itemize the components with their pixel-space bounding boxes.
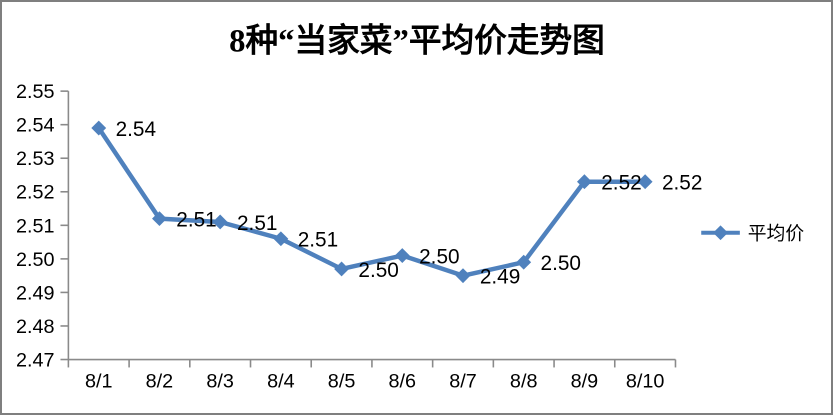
data-point-label: 2.51 <box>237 212 277 235</box>
y-axis-tick-label: 2.51 <box>16 215 55 237</box>
chart-title: 8种“当家菜”平均价走势图 <box>229 23 605 60</box>
data-point-label: 2.52 <box>601 172 641 195</box>
data-point-label: 2.51 <box>298 229 338 252</box>
y-axis-tick-label: 2.48 <box>16 316 55 338</box>
x-axis-category-label: 8/8 <box>510 370 538 392</box>
y-axis-tick-label: 2.54 <box>16 115 55 137</box>
y-axis-tick-label: 2.55 <box>16 81 55 103</box>
x-axis-category-label: 8/9 <box>571 370 599 392</box>
y-axis-tick-label: 2.50 <box>16 249 55 271</box>
data-point-marker <box>516 254 532 270</box>
y-axis-tick-label: 2.53 <box>16 148 55 170</box>
data-point-label: 2.49 <box>480 266 520 289</box>
data-point-label: 2.51 <box>176 209 216 232</box>
legend: 平均价 <box>701 223 804 245</box>
data-point-marker <box>152 211 167 227</box>
data-point-marker <box>334 261 350 277</box>
y-axis-tick-label: 2.52 <box>16 182 55 204</box>
series-line <box>96 125 648 278</box>
x-axis: 8/1 8/2 8/3 8/4 8/5 8/6 8/7 8/8 8/9 8/10 <box>67 358 677 392</box>
legend-diamond-icon <box>713 225 728 241</box>
data-point-label: 2.50 <box>358 259 398 282</box>
y-axis: 2.55 2.54 2.53 2.52 2.51 2.50 2.49 2.48 2.47 <box>16 81 70 371</box>
data-point-label: 2.52 <box>662 172 702 195</box>
x-axis-category-label: 8/3 <box>206 370 234 392</box>
x-axis-category-label: 8/4 <box>267 370 295 392</box>
x-axis-category-label: 8/2 <box>146 370 174 392</box>
y-axis-tick-label: 2.49 <box>16 282 55 304</box>
x-axis-category-label: 8/10 <box>626 370 665 392</box>
legend-series-label: 平均价 <box>748 223 805 245</box>
data-point-label: 2.50 <box>419 245 459 268</box>
y-axis-tick-label: 2.47 <box>16 349 55 371</box>
x-axis-category-label: 8/7 <box>449 370 477 392</box>
data-point-marker <box>455 268 471 284</box>
data-labels: 2.54 2.51 2.51 2.51 2.50 2.50 2.49 2.50 2.52 2.52 <box>116 118 703 289</box>
x-axis-category-label: 8/5 <box>328 370 356 392</box>
data-point-marker <box>212 214 228 230</box>
data-point-marker <box>394 248 410 263</box>
data-point-label: 2.50 <box>541 252 581 275</box>
data-point-label: 2.54 <box>116 118 156 141</box>
x-axis-category-label: 8/6 <box>389 370 417 392</box>
x-axis-category-label: 8/1 <box>85 370 113 392</box>
